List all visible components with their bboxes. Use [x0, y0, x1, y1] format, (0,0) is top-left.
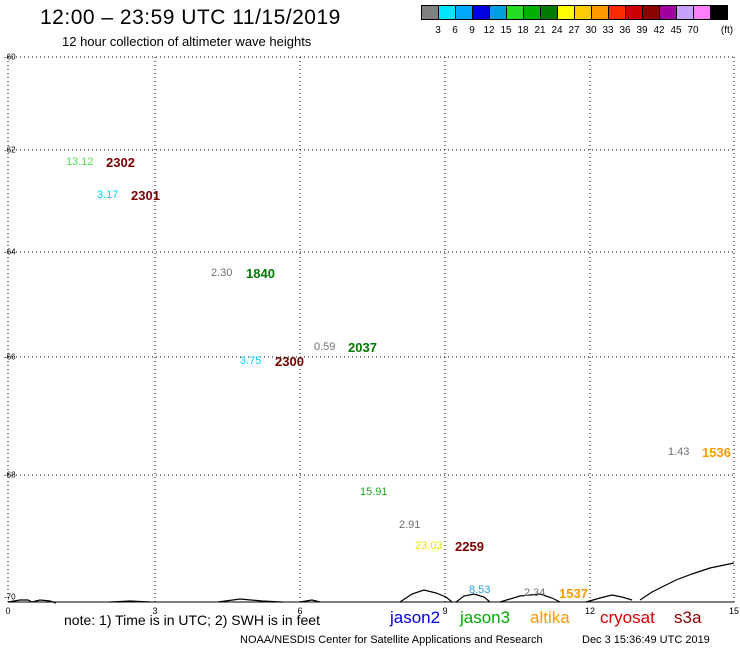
legend-value-label: 70	[687, 25, 699, 36]
wave-height-value: 2.30	[211, 267, 233, 279]
legend-value-label: 18	[517, 25, 529, 36]
longitude-label: 9	[442, 606, 448, 616]
wave-height-value: 1.43	[668, 446, 690, 458]
longitude-label: 15	[728, 606, 740, 616]
legend-value-label: 42	[653, 25, 665, 36]
longitude-label: 6	[297, 606, 303, 616]
longitude-label: 3	[152, 606, 158, 616]
footer-timestamp: Dec 3 15:36:49 UTC 2019	[582, 634, 710, 646]
note-text: note: 1) Time is in UTC; 2) SWH is in fe…	[64, 612, 320, 628]
observation-time: 1537	[559, 586, 588, 601]
satellite-label-cryosat: cryosat	[600, 608, 655, 627]
observation-time: 2037	[348, 340, 377, 355]
satellite-label-s3a: s3a	[674, 608, 702, 627]
legend-value-label: 45	[670, 25, 682, 36]
footer-credit: NOAA/NESDIS Center for Satellite Applica…	[240, 634, 543, 646]
legend-value-label: 24	[551, 25, 563, 36]
observation-time: 2302	[106, 155, 135, 170]
map-title: 12:00 – 23:59 UTC 11/15/2019	[40, 6, 341, 29]
wave-height-value: 8.53	[469, 584, 491, 596]
longitude-label: 12	[584, 606, 596, 616]
wave-height-value: 23.03	[415, 540, 443, 552]
legend-value-label: 3	[435, 25, 441, 36]
legend-value-label: 33	[602, 25, 614, 36]
legend-value-label: 15	[500, 25, 512, 36]
legend-value-label: 39	[636, 25, 648, 36]
satellite-label-jason2: jason2	[390, 608, 441, 627]
latitude-label: -70	[4, 592, 16, 602]
latitude-label: -64	[4, 247, 16, 257]
wave-height-value: 3.17	[97, 189, 119, 201]
latitude-label: -68	[4, 470, 16, 480]
wave-height-value: 2.34	[524, 587, 546, 599]
legend-value-label: 27	[568, 25, 580, 36]
legend-swatch	[710, 5, 728, 20]
satellite-label-jason3: jason3	[460, 608, 511, 627]
wave-height-value: 3.75	[240, 355, 262, 367]
observation-time: 2259	[455, 539, 484, 554]
observation-time: 2300	[275, 354, 304, 369]
observation-time: 1840	[246, 266, 275, 281]
wave-height-value: 15.91	[360, 486, 388, 498]
legend-value-label: 9	[469, 25, 475, 36]
coastline	[7, 562, 735, 604]
legend-unit: (ft)	[720, 25, 734, 36]
wave-height-value: 13.12	[66, 156, 94, 168]
longitude-label: 0	[5, 606, 11, 616]
latitude-label: -66	[4, 352, 16, 362]
legend-value-label: 30	[585, 25, 597, 36]
legend-value-label: 21	[534, 25, 546, 36]
wave-height-value: 0.59	[314, 341, 336, 353]
latitude-label: -60	[4, 52, 16, 62]
satellite-label-altika: altika	[530, 608, 570, 627]
legend-value-label: 36	[619, 25, 631, 36]
latitude-label: -62	[4, 145, 16, 155]
observation-time: 2301	[131, 188, 160, 203]
legend-value-label: 12	[483, 25, 495, 36]
grid-lines	[7, 56, 735, 602]
map-subtitle: 12 hour collection of altimeter wave hei…	[62, 34, 312, 49]
observation-time: 1536	[702, 445, 731, 460]
legend-value-label: 6	[452, 25, 458, 36]
wave-height-value: 2.91	[399, 519, 421, 531]
